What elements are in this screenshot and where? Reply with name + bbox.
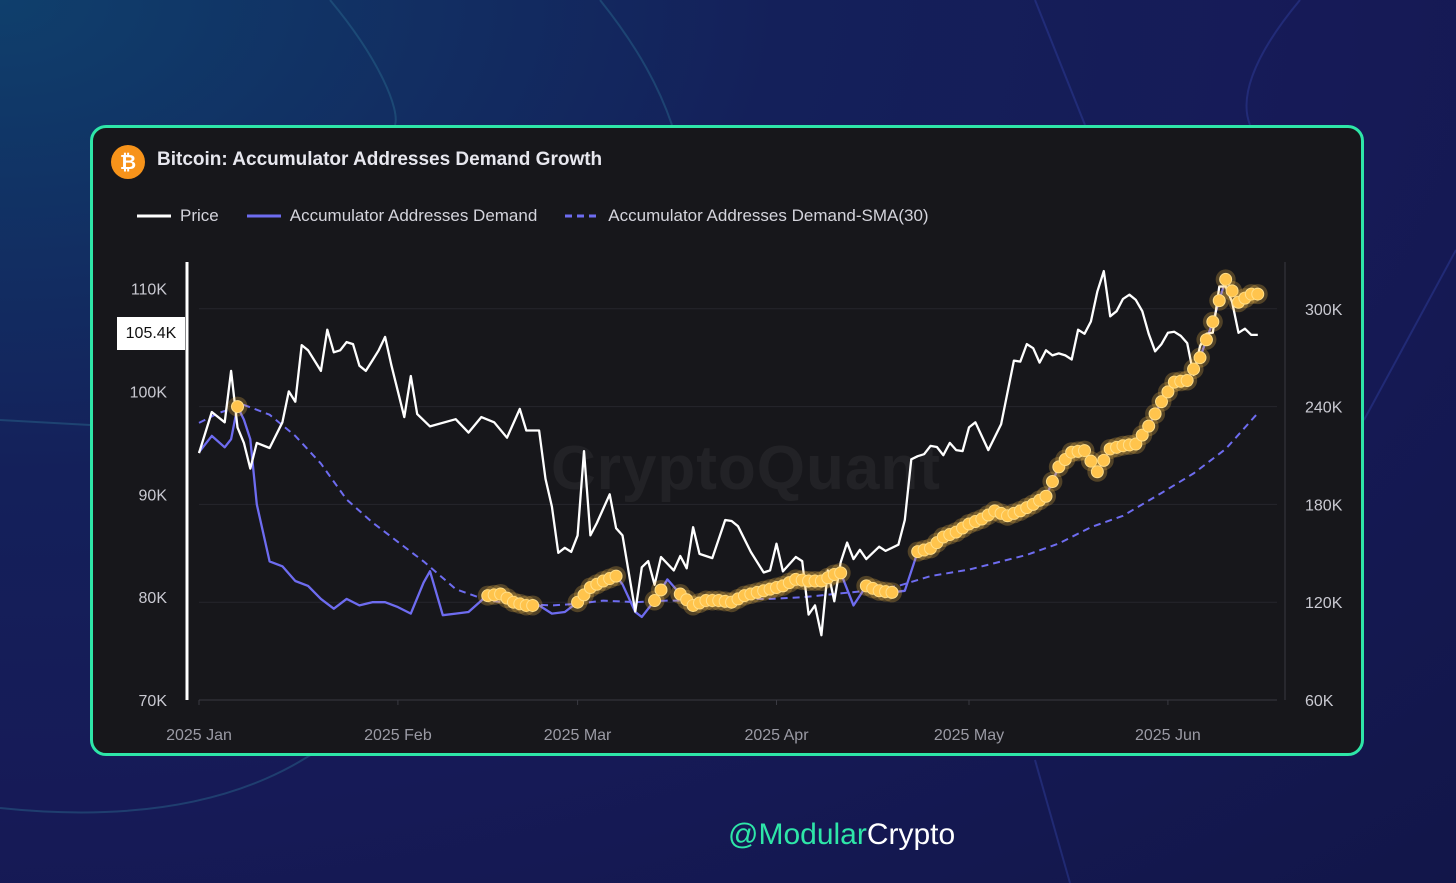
axes	[185, 262, 1286, 701]
x-tick-label: 2025 Feb	[364, 727, 432, 744]
legend-item-demand-sma[interactable]: Accumulator Addresses Demand-SMA(30)	[565, 206, 929, 226]
bitcoin-icon: ₿	[111, 145, 145, 179]
y-right-tick-label: 240K	[1305, 400, 1343, 417]
demand-sma-line	[198, 403, 1259, 607]
legend-swatch-demand-sma	[565, 214, 600, 218]
highlight-marker-0	[227, 396, 248, 417]
highlight-marker-17	[651, 579, 671, 600]
chart-plot: 70K 80K 90K 100K 110K 60K 120K 180K 240K 300K 2025…	[130, 262, 1343, 744]
highlight-marker-78	[1093, 450, 1114, 471]
highlight-marker-70	[1042, 471, 1063, 492]
highlight-marker-94	[1196, 329, 1217, 350]
x-tick-label: 2025 Jun	[1135, 727, 1201, 744]
legend-swatch-demand	[246, 214, 281, 218]
price-line	[197, 269, 1258, 637]
highlight-marker-48	[882, 582, 902, 603]
watermark: CryptoQuant	[551, 434, 941, 503]
highlight-marker-91	[1177, 370, 1198, 391]
y-left-tick-label: 90K	[139, 487, 168, 504]
highlight-marker-96	[1209, 290, 1230, 311]
highlight-marker-86	[1145, 403, 1166, 424]
highlight-marker-85	[1138, 416, 1159, 437]
y-right-tick-label: 180K	[1305, 497, 1343, 514]
handle-main: Crypto	[866, 818, 956, 851]
highlight-marker-93	[1190, 347, 1210, 368]
highlight-marker-98	[1222, 280, 1243, 301]
y-left-tick-label: 80K	[139, 590, 168, 607]
highlight-marker-15	[606, 566, 627, 587]
legend-item-price[interactable]: Price	[137, 206, 219, 226]
legend-item-demand[interactable]: Accumulator Addresses Demand	[246, 206, 538, 226]
highlight-marker-69	[1036, 486, 1056, 507]
highlight-marker-102	[1247, 284, 1268, 305]
handle-accent: @Modular	[728, 818, 867, 851]
y-right-tick-label: 60K	[1305, 693, 1334, 710]
current-price-tag: 105.4K	[117, 317, 185, 350]
x-tick-label: 2025 May	[934, 727, 1004, 744]
y-left-tick-label: 100K	[130, 384, 168, 401]
highlight-marker-43	[830, 562, 851, 583]
y-left-tick-label: 110K	[131, 282, 168, 299]
chart-title: Bitcoin: Accumulator Addresses Demand Gr…	[157, 149, 603, 170]
highlight-marker-95	[1202, 311, 1223, 332]
highlight-markers	[227, 269, 1268, 616]
chart-card: 70K 80K 90K 100K 110K 60K 120K 180K 240K 300K 2025…	[90, 125, 1364, 756]
y-right-tick-label: 120K	[1305, 595, 1343, 612]
legend-label-demand-sma: Accumulator Addresses Demand-SMA(30)	[608, 206, 929, 225]
highlight-marker-8	[522, 595, 543, 616]
highlight-marker-97	[1215, 269, 1236, 290]
legend-swatch-price	[137, 214, 171, 218]
legend-label-price: Price	[180, 206, 219, 225]
x-tick-label: 2025 Apr	[744, 727, 809, 744]
x-tick-label: 2025 Mar	[544, 727, 612, 744]
x-tick-label: 2025 Jan	[166, 727, 232, 744]
y-right-tick-label: 300K	[1305, 302, 1343, 319]
tick-labels: 70K 80K 90K 100K 110K 60K 120K 180K 240K 300K 2025…	[130, 282, 1343, 744]
legend-label-demand: Accumulator Addresses Demand	[289, 206, 538, 225]
y-left-tick-label: 70K	[139, 693, 168, 710]
legend: Price Accumulator Addresses Demand Accum…	[137, 205, 957, 227]
highlight-marker-92	[1183, 359, 1204, 380]
highlight-marker-77	[1087, 461, 1108, 482]
author-handle: @ModularCrypto	[728, 818, 955, 852]
